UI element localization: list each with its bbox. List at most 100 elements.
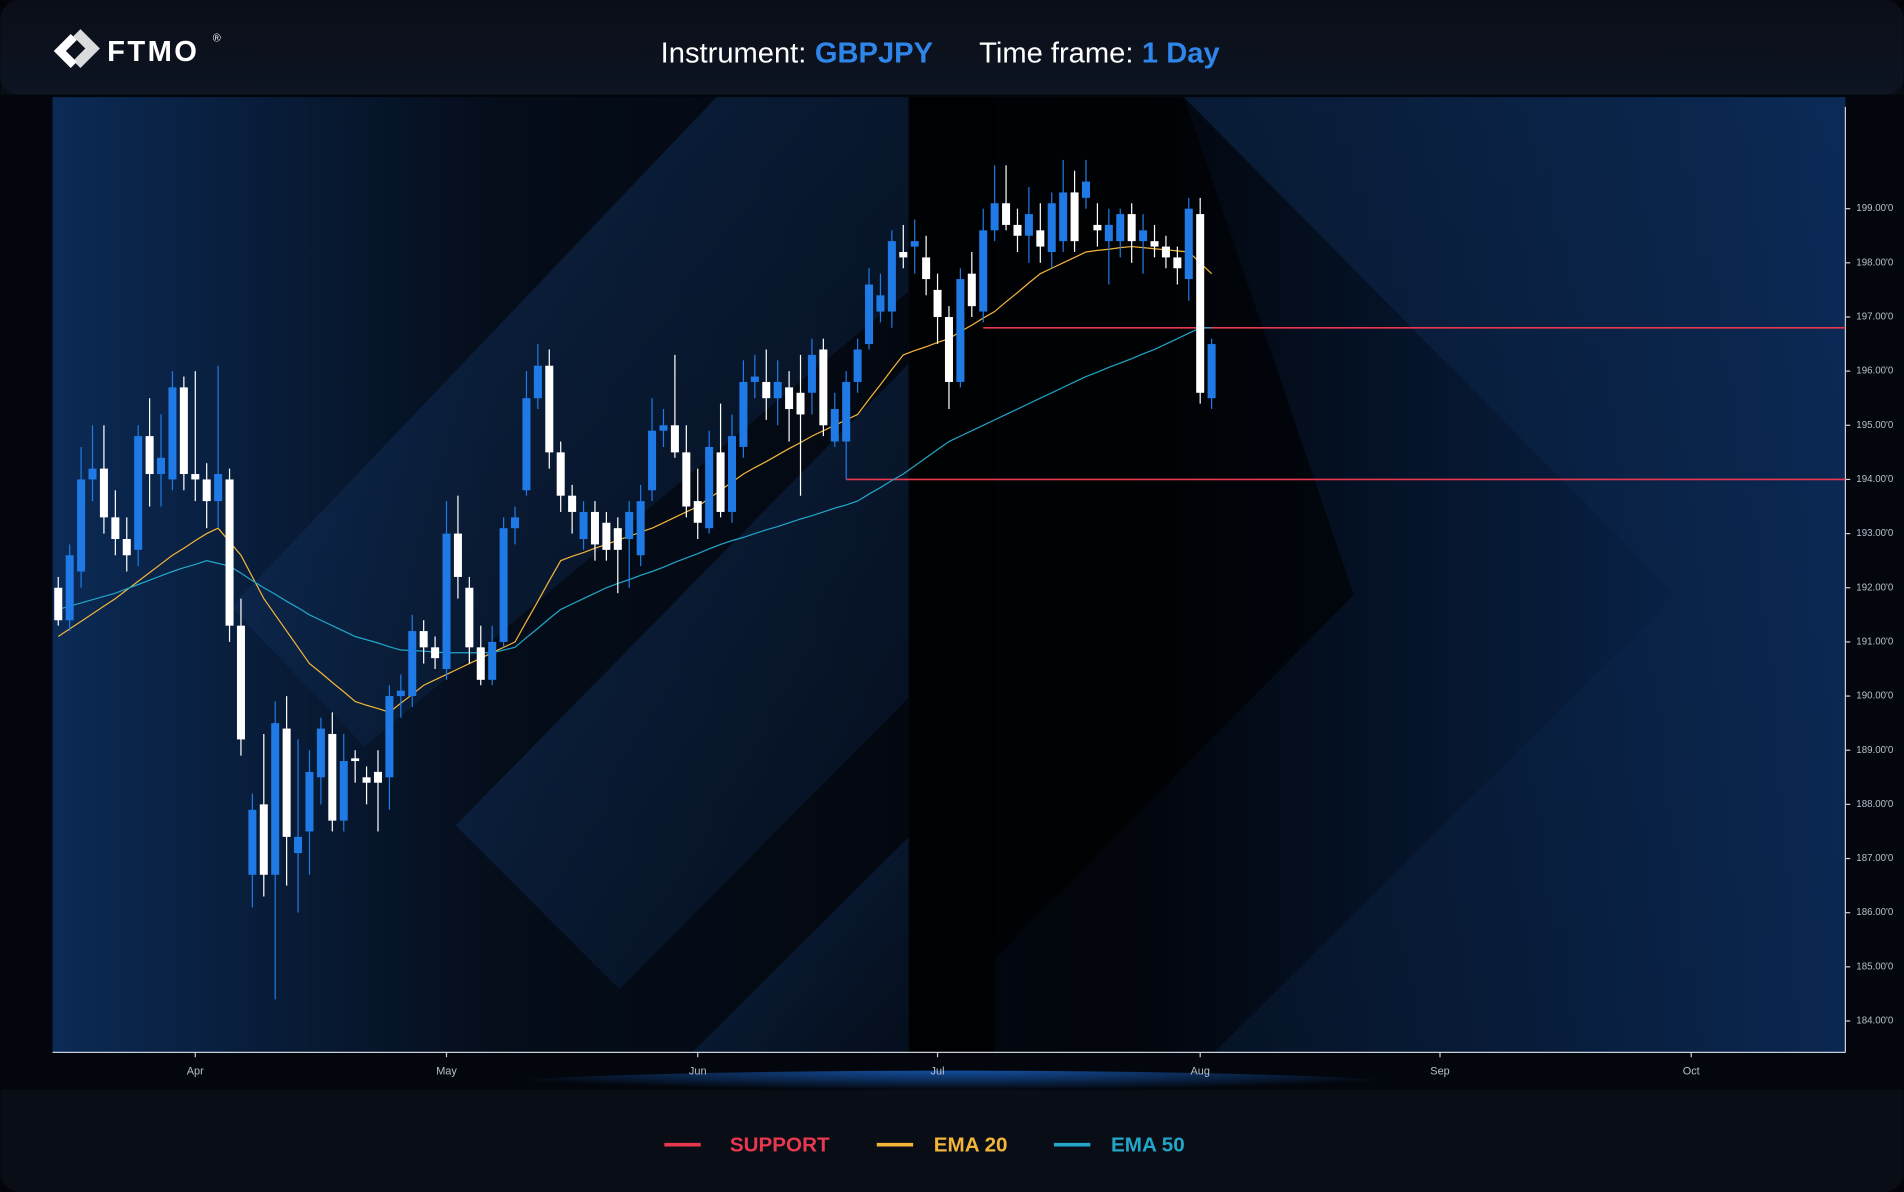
candle-body [910,241,919,247]
candle-body [145,436,154,475]
candle-body [328,733,337,821]
candle [568,484,577,534]
logo-mark: ® [213,33,221,45]
timeframe-label: Time frame: [979,37,1133,69]
candle [602,511,611,561]
candle-body [785,387,794,410]
candle-body [636,501,645,556]
y-tick-label: 185.00'0 [1856,961,1894,972]
y-tick-label: 198.00'0 [1856,257,1894,268]
candle-body [442,533,451,669]
candle [693,468,702,540]
candle [944,306,953,410]
candle-body [1093,224,1102,231]
candle-body [693,501,702,523]
candle-body [990,203,999,231]
candle-body [762,381,771,399]
candle-body [54,587,63,621]
candle [54,576,63,626]
candle [682,425,691,518]
logo: FTMO ® [53,29,221,68]
candle [1184,197,1193,301]
candle [910,219,919,274]
candle-body [88,468,97,480]
candle [351,750,360,783]
candle-body [556,452,565,496]
y-tick-label: 195.00'0 [1856,420,1894,431]
legend-label: EMA 20 [934,1133,1008,1156]
legend-item: SUPPORT [664,1133,830,1156]
y-tick-label: 194.00'0 [1856,474,1894,485]
candle [533,344,542,410]
y-tick-label: 192.00'0 [1856,582,1894,593]
candle-body [659,425,668,431]
candle-body [1196,214,1205,393]
candle [1036,203,1045,263]
candle [236,598,245,756]
candle [819,338,828,437]
candle [419,620,428,664]
candle [328,712,337,832]
candle [750,354,759,399]
candle [739,360,748,458]
candle [179,376,188,491]
candle [887,230,896,328]
candle-body [956,279,965,382]
candle-body [807,354,816,393]
candle [145,398,154,507]
x-tick-label: Sep [1430,1066,1449,1078]
y-tick-label: 189.00'0 [1856,745,1894,756]
candle [659,409,668,447]
candle [853,338,862,393]
candle-body [613,528,622,550]
candle-body [750,376,759,382]
candle [556,441,565,512]
candle [442,501,451,680]
candle-body [453,533,462,577]
y-tick-label: 196.00'0 [1856,366,1894,377]
candle-body [739,381,748,447]
candle-body [716,452,725,512]
candle-body [876,295,885,312]
candle [1093,203,1102,247]
candle-body [122,539,131,556]
candle [1104,208,1113,285]
candle-body [499,528,508,642]
candle [362,766,371,805]
candle [88,425,97,502]
logo-icon [73,29,100,68]
legend-label: EMA 50 [1111,1133,1185,1156]
candle [225,468,234,642]
instrument-value: GBPJPY [815,37,933,69]
candle [259,733,268,897]
candle-body [887,241,896,312]
candle-body [1116,214,1125,242]
candle [762,349,771,420]
candle-body [568,495,577,512]
candle [636,484,645,567]
candle-body [1013,224,1022,236]
candle-body [202,479,211,502]
legend-item: EMA 50 [1053,1133,1185,1156]
candle [1024,187,1033,263]
candle [191,371,200,502]
candle-body [373,771,382,783]
candle [1059,159,1068,252]
candle-body [979,230,988,312]
candle-body [830,409,839,442]
candle [842,371,851,480]
legend-item: EMA 20 [876,1133,1008,1156]
candle-body [65,555,74,621]
candle [1196,197,1205,404]
candle-body [225,479,234,626]
decor-shape [994,97,1354,959]
timeframe-value: 1 Day [1142,37,1221,69]
candle-body [842,381,851,442]
decor-shape [1183,97,1846,1053]
candle [294,739,303,913]
candle-body [944,316,953,382]
x-tick-label: Aug [1190,1066,1209,1078]
candle-body [819,349,828,426]
candle-body [236,625,245,740]
